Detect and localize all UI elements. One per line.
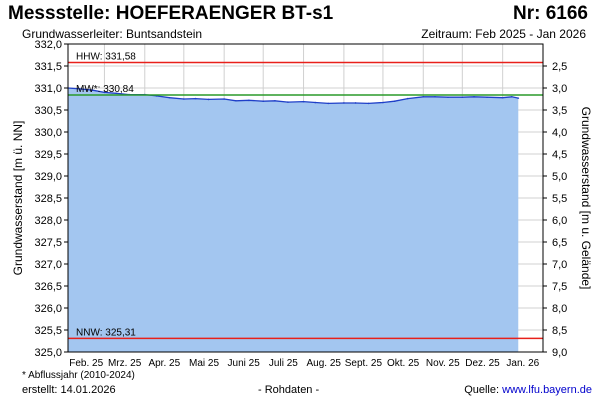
plot-frame	[67, 43, 544, 353]
data-point	[510, 96, 513, 98]
data-point	[367, 102, 370, 105]
data-point	[447, 96, 449, 99]
data-point	[486, 96, 488, 99]
y-tick-label: 329,5	[34, 149, 62, 161]
data-point	[314, 101, 317, 104]
y-tick-label: 328,5	[34, 193, 62, 205]
x-tick-label: Nov. 25	[426, 358, 460, 369]
data-point	[207, 98, 210, 101]
data-point	[115, 92, 117, 95]
data-point	[501, 96, 504, 99]
y-tick-label: 326,0	[34, 303, 62, 315]
x-tick-label: Mai 25	[189, 358, 219, 369]
created-date: erstellt: 14.01.2026	[22, 384, 116, 396]
data-point	[168, 96, 171, 99]
y-tick-label: 327,0	[34, 259, 62, 271]
data-point	[422, 96, 425, 98]
aquifer-label: Grundwasserleiter: Buntsandstein	[22, 27, 203, 41]
x-tick-label: Feb. 25	[69, 358, 103, 369]
y2-tick-label: 6,0	[552, 215, 567, 227]
y-tick-label: 329,0	[34, 171, 62, 183]
y2-tick-label: 8,0	[552, 303, 567, 315]
x-tick-label: Apr. 25	[148, 358, 180, 369]
page-title: Messstelle: HOEFERAENGER BT-s1	[8, 3, 334, 24]
axes	[64, 43, 547, 353]
source-label: Quelle:	[464, 384, 503, 396]
y2-tick-label: 3,5	[552, 105, 567, 117]
y-tick-label: 325,5	[34, 325, 62, 337]
y2-tick-label: 2,5	[552, 61, 567, 73]
data-point	[91, 89, 94, 91]
data-point	[461, 96, 464, 99]
footnote: * Abflussjahr (2010-2024)	[22, 370, 135, 381]
data-point	[235, 99, 237, 102]
period-label: Zeitraum: Feb 2025 - Jan 2026	[421, 27, 586, 41]
series-area	[67, 87, 520, 352]
y-tick-label: 326,5	[34, 281, 62, 293]
y-tick-label: 327,5	[34, 237, 62, 249]
y2-tick-label: 3,0	[552, 83, 567, 95]
mw-label: MW*: 330,84	[76, 84, 134, 95]
data-point	[194, 97, 197, 100]
data-point	[406, 97, 409, 100]
x-tick-label: Jan. 26	[506, 358, 539, 369]
y-tick-label: 332,0	[34, 39, 62, 51]
tick-labels: 325,0 325,5 326,0 326,5 327,0 327,5 328,0 328,5…	[11, 39, 593, 369]
hhw-label: HHW: 331,58	[76, 51, 136, 62]
raw-data-note: - Rohdaten -	[258, 384, 320, 396]
source-link[interactable]: www.lfu.bayern.de	[502, 384, 592, 396]
y2-tick-label: 5,0	[552, 171, 567, 183]
nnw-label: NNW: 325,31	[76, 327, 136, 338]
data-point	[327, 102, 330, 105]
data-point	[287, 101, 289, 103]
x-tick-label: Juni 25	[228, 358, 261, 369]
y-tick-label: 325,0	[34, 347, 62, 359]
data-point	[354, 102, 357, 104]
station-number: Nr: 6166	[513, 3, 588, 24]
x-tick-label: Juli 25	[269, 358, 298, 369]
y2-tick-label: 5,5	[552, 193, 567, 205]
data-point	[78, 88, 81, 90]
y2-tick-label: 6,5	[552, 237, 567, 249]
x-tick-label: Aug. 25	[306, 358, 341, 369]
series-area-fill	[68, 88, 519, 352]
y2-tick-label: 7,0	[552, 259, 567, 271]
source-note: Quelle: www.lfu.bayern.de	[464, 384, 592, 396]
data-point	[248, 99, 250, 102]
data-point	[517, 97, 520, 99]
data-point	[343, 102, 345, 104]
data-point	[183, 98, 185, 100]
data-point	[274, 99, 276, 102]
y-tick-label: 330,0	[34, 127, 62, 139]
data-point	[103, 91, 106, 94]
x-tick-label: Okt. 25	[387, 358, 420, 369]
y-tick-label: 331,0	[34, 83, 62, 95]
y2-tick-label: 4,5	[552, 149, 567, 161]
x-tick-label: Dez. 25	[465, 358, 500, 369]
y-tick-label: 328,0	[34, 215, 62, 227]
data-point	[382, 101, 384, 104]
data-point	[473, 96, 475, 98]
y2-axis-title: Grundwasserstand [m u. Gelände]	[579, 107, 593, 290]
y2-tick-label: 8,5	[552, 325, 567, 337]
y-tick-label: 331,5	[34, 61, 62, 73]
data-point	[393, 100, 396, 102]
data-point	[223, 98, 225, 100]
x-tick-label: Sept. 25	[345, 358, 383, 369]
data-point	[302, 100, 305, 103]
y2-tick-label: 7,5	[552, 281, 567, 293]
y2-tick-label: 4,0	[552, 127, 567, 139]
y-axis-title: Grundwasserstand [m ü. NN]	[11, 121, 25, 276]
x-tick-label: Mrz. 25	[108, 358, 142, 369]
data-point	[434, 96, 436, 98]
y2-tick-label: 9,0	[552, 347, 567, 359]
reference-lines: HHW: 331,58 MW*: 330,84 NNW: 325,31	[68, 51, 543, 340]
y-tick-label: 330,5	[34, 105, 62, 117]
data-point	[262, 100, 265, 102]
